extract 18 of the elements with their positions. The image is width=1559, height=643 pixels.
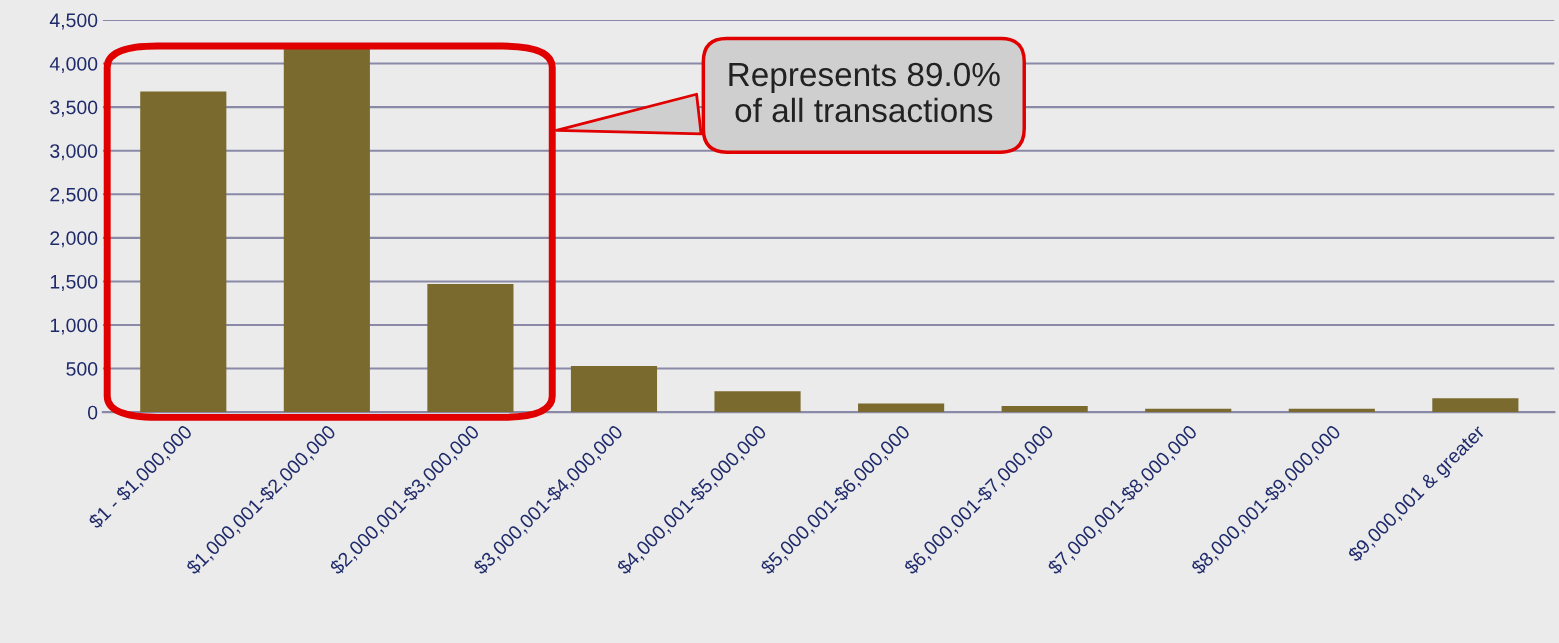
y-tick-label: 3,000: [50, 144, 98, 161]
y-tick-label: 0: [87, 405, 98, 420]
bar: [427, 284, 514, 413]
y-tick-label: 2,500: [50, 187, 98, 204]
bar: [140, 91, 227, 413]
bar: [570, 365, 658, 413]
y-tick-label: 4,000: [49, 56, 98, 74]
annotation: Represents 89.0% of all transactions: [729, 62, 1000, 123]
bar: [714, 391, 801, 413]
y-tick-label: 3,500: [50, 100, 98, 117]
y-tick-label: 500: [66, 362, 98, 376]
y-tick-label: 1,000: [50, 318, 98, 335]
y-tick-label: 1,500: [50, 274, 98, 291]
bar: [1001, 406, 1088, 413]
bar: [1432, 398, 1519, 413]
y-tick-label: 4,500: [49, 13, 98, 30]
bar: [858, 403, 945, 413]
y-tick-label: 2,000: [50, 231, 98, 248]
